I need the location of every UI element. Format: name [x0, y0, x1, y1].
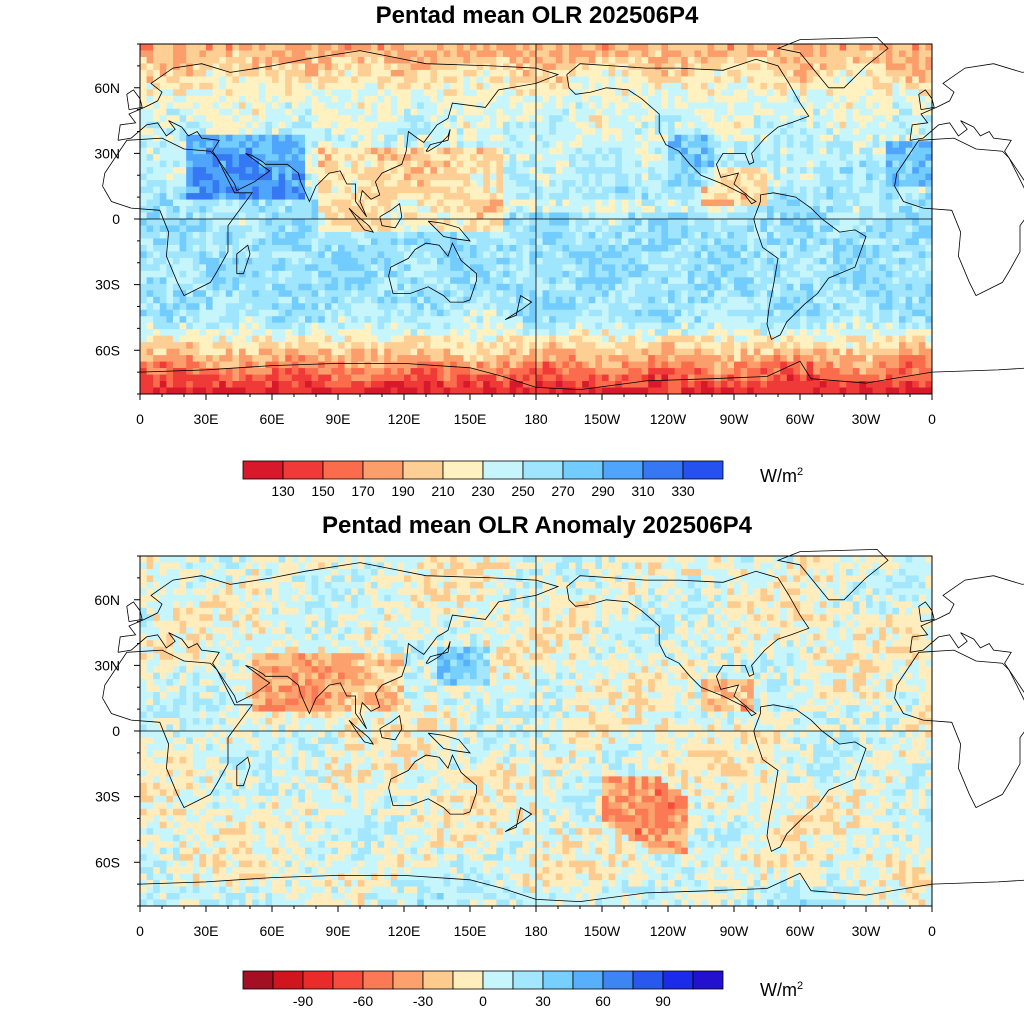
coastlines: [102, 36, 1024, 391]
lon-label: 150W: [584, 411, 621, 427]
colorbar-swatch: [662, 970, 694, 990]
lat-label: 30S: [95, 789, 120, 805]
lon-label: 150W: [584, 923, 621, 939]
lon-label: 60W: [786, 411, 816, 427]
lon-label: 120W: [650, 411, 687, 427]
coastlines: [102, 548, 1024, 903]
lat-label: 30N: [94, 657, 120, 673]
lon-label: 30E: [194, 923, 219, 939]
olr-anomaly-colorbar: -90 -60 -30 0 30 60 90: [242, 970, 724, 1009]
lon-label: 90E: [326, 411, 351, 427]
lon-label: 60E: [260, 411, 285, 427]
colorbar-swatch: [542, 970, 574, 990]
lat-label: 30N: [94, 145, 120, 161]
colorbar-swatch: [632, 970, 664, 990]
ticks: [134, 555, 933, 912]
colorbar-swatch: [602, 460, 644, 480]
colorbar-swatch: [442, 460, 484, 480]
lon-label: 150E: [454, 411, 487, 427]
lon-label: 60W: [786, 923, 816, 939]
colorbar-swatch: [482, 970, 514, 990]
lon-label: 30W: [852, 923, 882, 939]
lon-label: 0: [136, 411, 144, 427]
colorbar-label: -60: [353, 993, 373, 1009]
colorbar-swatch: [642, 460, 684, 480]
lon-label: 180: [524, 411, 548, 427]
olr-anomaly-unit: W/m2: [760, 980, 804, 1000]
lon-label: 30W: [852, 411, 882, 427]
colorbar-label: 130: [271, 483, 295, 499]
lon-label: 90W: [720, 411, 750, 427]
lon-label: 180: [524, 923, 548, 939]
colorbar-swatch: [452, 970, 484, 990]
lon-label: 60E: [260, 923, 285, 939]
colorbar-swatch: [392, 970, 424, 990]
lat-label: 0: [112, 211, 120, 227]
olr-mean-unit: W/m2: [760, 466, 804, 486]
panel1-title: Pentad mean OLR 202506P4: [375, 2, 699, 29]
lon-label: 0: [928, 411, 936, 427]
lon-label: 90E: [326, 923, 351, 939]
colorbar-label: 190: [391, 483, 415, 499]
colorbar-label: -30: [413, 993, 433, 1009]
colorbar-label: 30: [535, 993, 551, 1009]
olr-mean-colorbar: 130 150 170 190 210 230 250 270 290 310 330: [242, 460, 724, 499]
colorbar-swatch: [362, 970, 394, 990]
lon-label: 120W: [650, 923, 687, 939]
colorbar-swatch: [682, 460, 724, 480]
olr-mean-map: 0 30E 60E 90E 120E 150E 180 150W 120W 90W 60W 30W 0 6…: [94, 36, 1024, 427]
colorbar-swatch: [302, 970, 334, 990]
lon-label: 30E: [194, 411, 219, 427]
colorbar-label: 330: [671, 483, 695, 499]
colorbar-label: 270: [551, 483, 575, 499]
colorbar-label: 290: [591, 483, 615, 499]
colorbar-swatch: [242, 970, 274, 990]
lat-label: 0: [112, 723, 120, 739]
lon-label: 90W: [720, 923, 750, 939]
colorbar-swatch: [242, 460, 284, 480]
lon-label: 0: [136, 923, 144, 939]
colorbar-swatch: [332, 970, 364, 990]
colorbar-swatch: [602, 970, 634, 990]
colorbar-swatch: [402, 460, 444, 480]
colorbar-label: 230: [471, 483, 495, 499]
lat-label: 30S: [95, 277, 120, 293]
colorbar-swatch: [512, 970, 544, 990]
colorbar-swatch: [272, 970, 304, 990]
colorbar-label: 170: [351, 483, 375, 499]
colorbar-swatch: [522, 460, 564, 480]
colorbar-label: 90: [655, 993, 671, 1009]
lat-label: 60N: [94, 592, 120, 608]
colorbar-label: 210: [431, 483, 455, 499]
lat-label: 60S: [95, 342, 120, 358]
lon-label: 120E: [388, 923, 421, 939]
olr-anomaly-map: 0 30E 60E 90E 120E 150E 180 150W 120W 90W 60W 30W 0 6…: [94, 548, 1024, 939]
colorbar-label: 310: [631, 483, 655, 499]
colorbar-swatch: [572, 970, 604, 990]
colorbar-swatch: [562, 460, 604, 480]
colorbar-label: 250: [511, 483, 535, 499]
ticks: [134, 43, 933, 400]
lat-label: 60N: [94, 80, 120, 96]
lon-label: 0: [928, 923, 936, 939]
colorbar-swatch: [482, 460, 524, 480]
colorbar-swatch: [362, 460, 404, 480]
colorbar-label: -90: [293, 993, 313, 1009]
lon-label: 120E: [388, 411, 421, 427]
colorbar-label: 150: [311, 483, 335, 499]
colorbar-swatch: [282, 460, 324, 480]
colorbar-swatch: [692, 970, 724, 990]
lat-label: 60S: [95, 854, 120, 870]
colorbar-label: 0: [479, 993, 487, 1009]
map-field: [140, 44, 933, 395]
colorbar-swatch: [322, 460, 364, 480]
lon-label: 150E: [454, 923, 487, 939]
colorbar-label: 60: [595, 993, 611, 1009]
map-field: [140, 556, 933, 907]
colorbar-swatch: [422, 970, 454, 990]
panel2-title: Pentad mean OLR Anomaly 202506P4: [322, 512, 752, 539]
